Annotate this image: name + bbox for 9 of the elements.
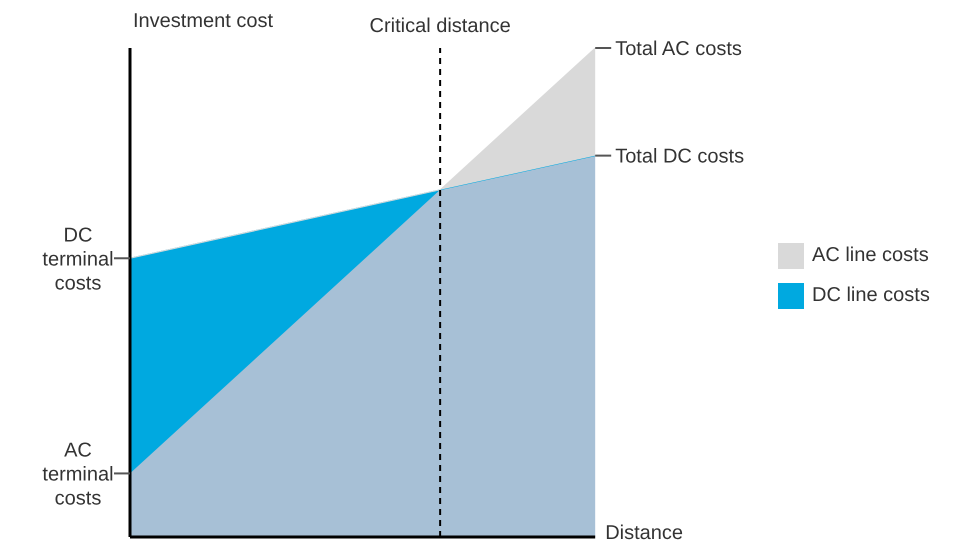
text: Distance: [605, 522, 683, 544]
text: DC terminal costs: [42, 224, 114, 294]
y-axis-title: Investment cost: [133, 10, 274, 33]
legend-label: AC line costs: [812, 244, 929, 266]
text: AC terminal costs: [42, 439, 114, 510]
text: Critical distance: [370, 15, 511, 37]
text: Total AC costs: [615, 38, 742, 60]
legend-label: DC line costs: [812, 284, 930, 306]
text: Total DC costs: [615, 146, 744, 168]
